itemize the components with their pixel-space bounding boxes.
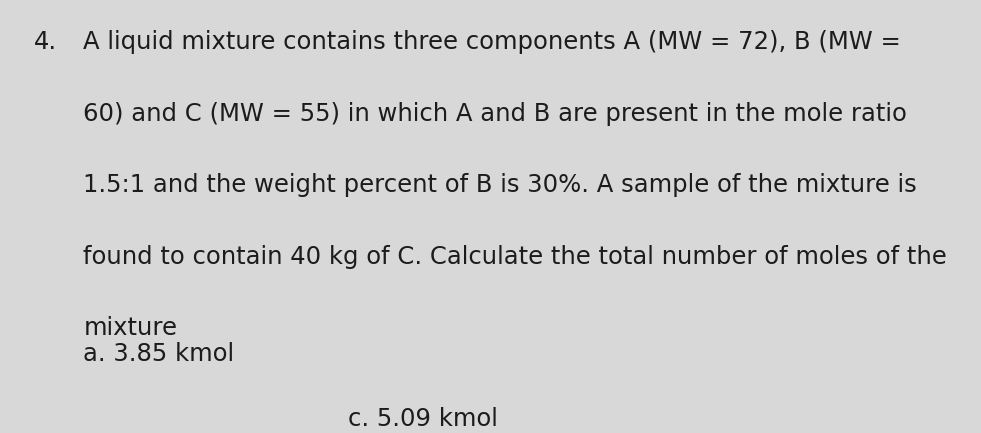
Text: found to contain 40 kg of C. Calculate the total number of moles of the: found to contain 40 kg of C. Calculate t… xyxy=(83,245,947,268)
Text: 1.5:1 and the weight percent of B is 30%. A sample of the mixture is: 1.5:1 and the weight percent of B is 30%… xyxy=(83,173,917,197)
Text: mixture: mixture xyxy=(83,316,178,340)
Text: 4.: 4. xyxy=(34,30,58,54)
Text: 60) and C (MW = 55) in which A and B are present in the mole ratio: 60) and C (MW = 55) in which A and B are… xyxy=(83,102,907,126)
Text: c. 5.09 kmol: c. 5.09 kmol xyxy=(348,407,498,431)
Text: a. 3.85 kmol: a. 3.85 kmol xyxy=(83,342,234,366)
Text: A liquid mixture contains three components A (MW = 72), B (MW =: A liquid mixture contains three componen… xyxy=(83,30,902,54)
